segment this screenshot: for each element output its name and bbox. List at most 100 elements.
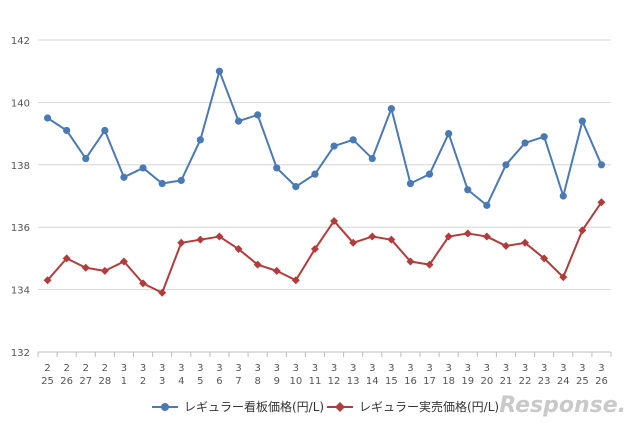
y-tick-label-138: 138	[11, 161, 30, 172]
data-point-series-0	[425, 170, 434, 178]
x-tick-label-month: 3	[274, 363, 280, 374]
series-line-0	[47, 70, 603, 207]
data-point-series-1	[272, 266, 281, 275]
data-point-series-1	[158, 288, 167, 297]
data-point-series-1	[291, 276, 300, 285]
x-tick-label-day: 13	[347, 376, 360, 387]
y-tick-label-140: 140	[11, 98, 30, 109]
data-point-series-1	[234, 245, 243, 254]
x-tick-label-day: 26	[595, 376, 608, 387]
y-tick-label-134: 134	[11, 286, 30, 297]
legend-item-signboard-price: レギュラー看板価格(円/L)	[152, 398, 324, 415]
data-point-series-0	[445, 130, 453, 138]
data-point-series-1	[406, 257, 415, 266]
x-tick-label-month: 3	[178, 363, 184, 374]
legend-item-actual-price: レギュラー実売価格(円/L)	[327, 398, 499, 415]
data-point-series-0	[540, 133, 548, 141]
data-point-series-1	[368, 232, 377, 241]
data-point-series-1	[559, 273, 568, 282]
data-point-series-1	[501, 241, 510, 250]
data-point-series-0	[254, 111, 262, 119]
legend-marker-diamond-icon	[327, 401, 353, 412]
data-point-series-1	[81, 263, 90, 272]
x-tick-label-day: 2	[140, 376, 146, 387]
data-point-series-0	[368, 154, 376, 163]
x-tick-label-day: 21	[500, 376, 513, 387]
data-point-series-1	[463, 229, 472, 238]
y-tick-label-136: 136	[11, 223, 30, 234]
legend-marker-circle-icon	[152, 402, 178, 411]
x-tick-label-month: 3	[388, 363, 394, 374]
x-tick-label-month: 3	[465, 363, 471, 374]
data-point-series-0	[292, 183, 300, 191]
x-tick-label-day: 9	[274, 376, 280, 387]
x-tick-label-month: 3	[293, 363, 299, 374]
x-tick-label-day: 28	[98, 376, 111, 387]
data-point-series-1	[100, 266, 109, 275]
data-point-series-0	[597, 161, 606, 169]
x-tick-label-month: 3	[159, 363, 165, 374]
data-point-series-0	[502, 161, 510, 169]
data-point-series-0	[215, 67, 224, 75]
data-point-series-1	[177, 238, 186, 247]
data-point-series-0	[578, 117, 586, 125]
y-tick-label-142: 142	[11, 36, 30, 47]
x-tick-label-month: 3	[407, 363, 413, 374]
x-tick-label-day: 5	[197, 376, 203, 387]
x-tick-label-day: 23	[538, 376, 551, 387]
x-tick-label-day: 10	[289, 376, 302, 387]
data-point-series-0	[63, 126, 71, 135]
data-point-series-1	[387, 235, 396, 244]
x-tick-label-day: 20	[480, 376, 493, 387]
x-tick-label-day: 27	[79, 376, 92, 387]
x-tick-label-day: 16	[404, 376, 417, 387]
x-tick-label-month: 3	[541, 363, 547, 374]
data-point-series-0	[82, 154, 90, 163]
x-tick-label-day: 6	[216, 376, 222, 387]
response-watermark-logo: Response.	[499, 393, 626, 418]
x-tick-label-month: 3	[216, 363, 222, 374]
x-tick-label-month: 2	[44, 363, 50, 374]
x-tick-label-month: 3	[312, 363, 318, 374]
x-tick-label-month: 3	[426, 363, 432, 374]
data-point-series-1	[139, 279, 148, 288]
x-tick-label-day: 24	[557, 376, 570, 387]
data-point-series-0	[43, 114, 52, 122]
legend: レギュラー看板価格(円/L) レギュラー実売価格(円/L)	[0, 398, 640, 418]
x-tick-label-month: 3	[121, 363, 127, 374]
x-tick-label-day: 12	[328, 376, 341, 387]
x-tick-label-day: 26	[60, 376, 73, 387]
x-tick-label-day: 25	[41, 376, 54, 387]
data-point-series-0	[120, 173, 128, 181]
legend-label-actual-price: レギュラー実売価格(円/L)	[359, 400, 500, 414]
data-point-series-0	[101, 126, 109, 135]
data-point-series-1	[597, 198, 606, 207]
data-point-series-1	[43, 276, 52, 285]
data-point-series-0	[406, 179, 415, 188]
x-tick-label-month: 3	[197, 363, 203, 374]
data-point-series-1	[310, 245, 319, 254]
data-point-series-1	[119, 257, 128, 266]
data-point-series-0	[559, 192, 567, 200]
data-point-series-1	[330, 216, 339, 225]
x-tick-label-month: 3	[235, 363, 241, 374]
x-tick-label-day: 3	[159, 376, 165, 387]
data-point-series-0	[464, 186, 472, 194]
x-tick-label-day: 19	[461, 376, 474, 387]
line-chart: 1321341361381401422252262272283132333435…	[11, 36, 612, 387]
legend-label-signboard-price: レギュラー看板価格(円/L)	[184, 400, 325, 414]
data-point-series-1	[540, 254, 549, 263]
x-tick-label-day: 11	[309, 376, 322, 387]
x-tick-label-day: 4	[178, 376, 184, 387]
data-point-series-0	[483, 201, 491, 209]
data-point-series-1	[578, 226, 587, 235]
x-tick-label-day: 22	[519, 376, 532, 387]
data-point-series-0	[387, 105, 395, 113]
x-tick-label-month: 2	[102, 363, 108, 374]
x-tick-label-month: 2	[63, 363, 69, 374]
x-tick-label-month: 3	[254, 363, 260, 374]
x-tick-label-day: 14	[366, 376, 379, 387]
data-point-series-0	[273, 164, 281, 172]
data-point-series-1	[349, 238, 358, 247]
data-point-series-0	[349, 136, 357, 144]
